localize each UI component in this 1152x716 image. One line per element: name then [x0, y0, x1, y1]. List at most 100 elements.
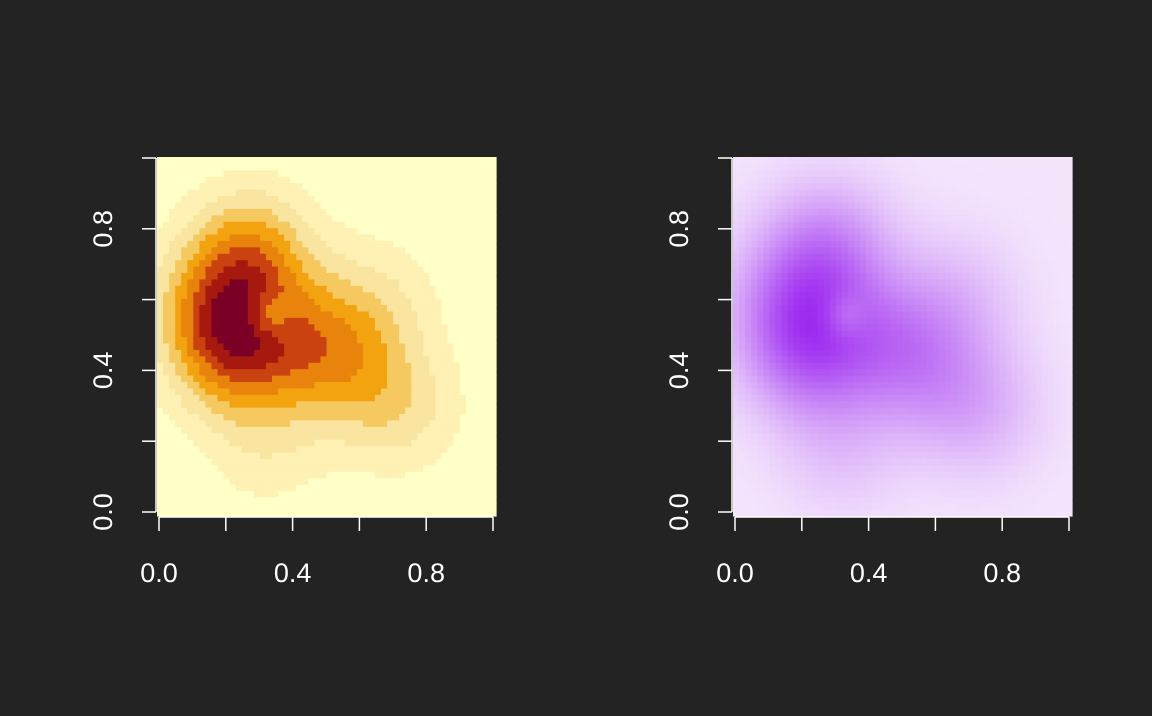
heatmap-cell [193, 189, 200, 196]
heatmap-cell [296, 413, 303, 420]
heatmap-cell [1005, 420, 1012, 427]
heatmap-cell [248, 157, 255, 164]
heatmap-cell [975, 362, 982, 369]
heatmap-cell [454, 176, 461, 183]
heatmap-cell [339, 452, 346, 459]
heatmap-cell [884, 394, 891, 401]
heatmap-cell [320, 445, 327, 452]
heatmap-cell [266, 433, 273, 440]
heatmap-cell [205, 407, 212, 414]
heatmap-cell [187, 503, 194, 510]
heatmap-cell [478, 317, 485, 324]
heatmap-cell [1036, 317, 1043, 324]
heatmap-cell [757, 394, 764, 401]
heatmap-cell [429, 394, 436, 401]
heatmap-cell [460, 478, 467, 485]
heatmap-cell [1036, 369, 1043, 376]
heatmap-cell [860, 439, 867, 446]
heatmap-cell [308, 247, 315, 254]
heatmap-cell [399, 337, 406, 344]
heatmap-cell [872, 413, 879, 420]
heatmap-cell [230, 426, 237, 433]
heatmap-cell [999, 471, 1006, 478]
heatmap-cell [963, 497, 970, 504]
heatmap-cell [951, 311, 958, 318]
heatmap-cell [460, 356, 467, 363]
heatmap-cell [466, 388, 473, 395]
heatmap-cell [224, 452, 231, 459]
heatmap-cell [1024, 349, 1031, 356]
heatmap-cell [393, 394, 400, 401]
heatmap-cell [339, 272, 346, 279]
heatmap-cell [351, 170, 358, 177]
heatmap-cell [254, 394, 261, 401]
heatmap-cell [411, 247, 418, 254]
heatmap-cell [381, 240, 388, 247]
heatmap-cell [381, 349, 388, 356]
heatmap-cell [800, 356, 807, 363]
heatmap-cell [435, 176, 442, 183]
heatmap-cell [466, 420, 473, 427]
heatmap-cell [466, 272, 473, 279]
heatmap-cell [266, 189, 273, 196]
heatmap-cell [339, 381, 346, 388]
heatmap-cell [909, 484, 916, 491]
heatmap-cell [1030, 413, 1037, 420]
heatmap-cell [927, 337, 934, 344]
heatmap-cell [169, 330, 176, 337]
heatmap-cell [296, 375, 303, 382]
heatmap-cell [1024, 381, 1031, 388]
heatmap-cell [417, 247, 424, 254]
heatmap-cell [290, 413, 297, 420]
heatmap-cell [163, 439, 170, 446]
heatmap-cell [248, 510, 255, 517]
heatmap-cell [848, 356, 855, 363]
heatmap-cell [751, 394, 758, 401]
heatmap-cell [757, 375, 764, 382]
heatmap-cell [393, 497, 400, 504]
heatmap-cell [236, 285, 243, 292]
heatmap-cell [175, 292, 182, 299]
heatmap-cell [272, 433, 279, 440]
heatmap-cell [830, 311, 837, 318]
heatmap-cell [927, 369, 934, 376]
heatmap-cell [842, 490, 849, 497]
heatmap-cell [248, 433, 255, 440]
heatmap-cell [1018, 394, 1025, 401]
heatmap-cell [351, 163, 358, 170]
heatmap-cell [260, 375, 267, 382]
heatmap-cell [278, 381, 285, 388]
heatmap-cell [181, 445, 188, 452]
heatmap-cell [884, 497, 891, 504]
heatmap-cell [1018, 343, 1025, 350]
heatmap-cell [199, 279, 206, 286]
heatmap-cell [1048, 343, 1055, 350]
heatmap-cell [272, 266, 279, 273]
heatmap-cell [224, 381, 231, 388]
heatmap-cell [169, 260, 176, 267]
heatmap-cell [872, 497, 879, 504]
heatmap-cell [454, 490, 461, 497]
heatmap-cell [1066, 317, 1073, 324]
heatmap-cell [957, 458, 964, 465]
heatmap-cell [1005, 452, 1012, 459]
heatmap-cell [969, 349, 976, 356]
heatmap-cell [466, 458, 473, 465]
heatmap-cell [327, 163, 334, 170]
heatmap-cell [757, 452, 764, 459]
heatmap-cell [296, 317, 303, 324]
heatmap-cell [260, 304, 267, 311]
heatmap-cell [848, 420, 855, 427]
heatmap-cell [854, 510, 861, 517]
heatmap-cell [175, 285, 182, 292]
heatmap-cell [872, 490, 879, 497]
heatmap-cell [181, 285, 188, 292]
heatmap-cell [187, 317, 194, 324]
heatmap-cell [345, 208, 352, 215]
heatmap-cell [460, 330, 467, 337]
heatmap-cell [993, 439, 1000, 446]
heatmap-cell [339, 311, 346, 318]
heatmap-cell [423, 272, 430, 279]
heatmap-cell [314, 208, 321, 215]
heatmap-cell [224, 253, 231, 260]
